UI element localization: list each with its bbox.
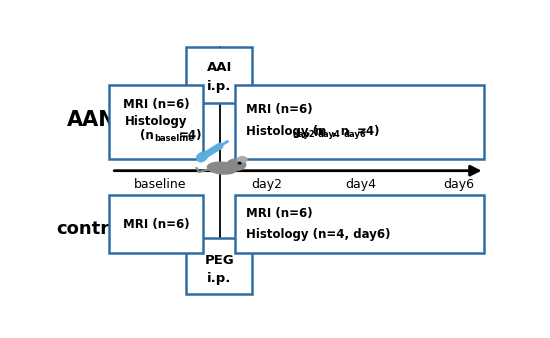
Bar bbox=[186, 238, 252, 294]
Bar bbox=[109, 195, 203, 253]
Text: i.p.: i.p. bbox=[207, 272, 232, 285]
Text: control: control bbox=[57, 220, 128, 238]
Text: =4): =4) bbox=[357, 124, 381, 138]
Text: , n: , n bbox=[332, 124, 349, 138]
Text: AAN: AAN bbox=[68, 110, 117, 130]
Text: Histology (n=4, day6): Histology (n=4, day6) bbox=[246, 228, 390, 241]
Text: (n: (n bbox=[140, 129, 154, 142]
Circle shape bbox=[238, 156, 247, 162]
Text: day2: day2 bbox=[293, 130, 316, 139]
Text: day6: day6 bbox=[344, 130, 366, 139]
Text: MRI (n=6): MRI (n=6) bbox=[123, 218, 189, 231]
Text: MRI (n=6): MRI (n=6) bbox=[123, 98, 189, 112]
Text: day6: day6 bbox=[443, 178, 474, 192]
Bar bbox=[235, 195, 485, 253]
Text: , n: , n bbox=[306, 124, 323, 138]
Text: MRI (n=6): MRI (n=6) bbox=[246, 103, 312, 116]
Circle shape bbox=[227, 159, 246, 170]
Text: baseline: baseline bbox=[134, 178, 186, 192]
Text: i.p.: i.p. bbox=[207, 80, 232, 93]
Bar bbox=[235, 85, 485, 159]
Text: PEG: PEG bbox=[205, 254, 234, 267]
Text: day2: day2 bbox=[251, 178, 283, 192]
Ellipse shape bbox=[207, 162, 237, 174]
Circle shape bbox=[238, 162, 241, 164]
Text: baseline: baseline bbox=[154, 134, 194, 143]
Bar bbox=[109, 85, 203, 159]
Bar bbox=[186, 47, 252, 103]
Text: day4: day4 bbox=[345, 178, 376, 192]
Text: Histology (n: Histology (n bbox=[246, 124, 326, 138]
Text: =4): =4) bbox=[178, 129, 202, 142]
Text: MRI (n=6): MRI (n=6) bbox=[246, 207, 312, 220]
Text: Histology: Histology bbox=[125, 115, 188, 128]
Text: day4: day4 bbox=[318, 130, 341, 139]
Text: AAI: AAI bbox=[207, 62, 232, 74]
